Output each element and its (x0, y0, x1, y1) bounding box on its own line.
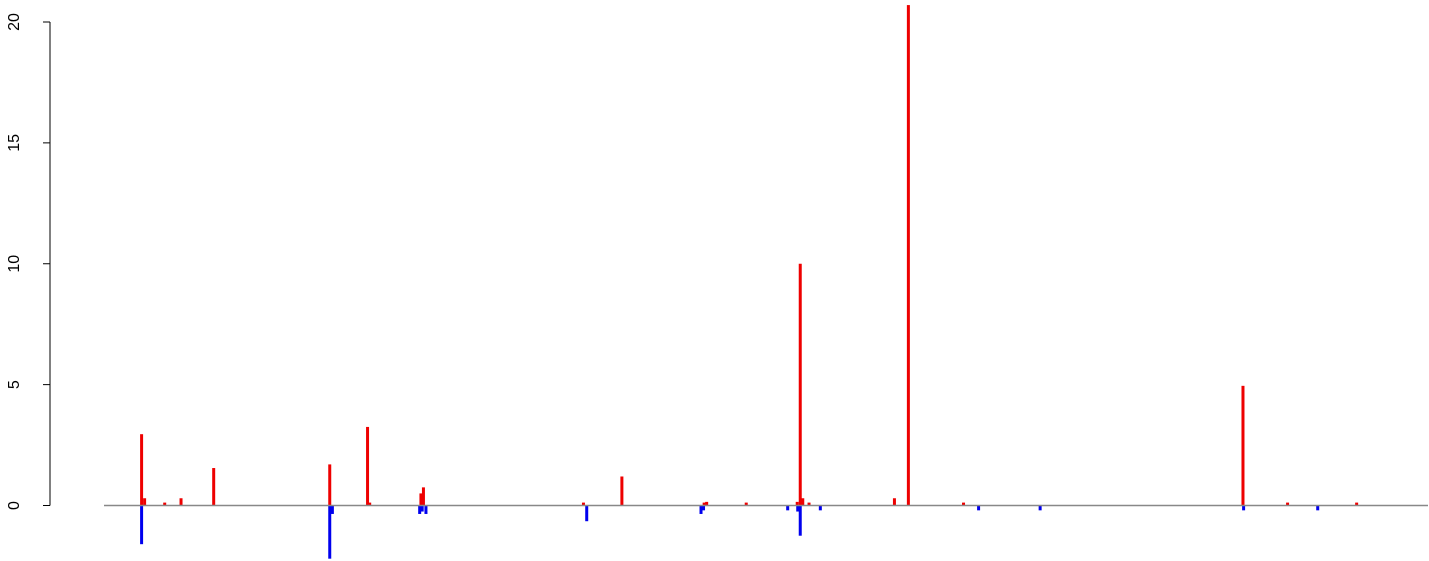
positive-bar (421, 487, 425, 506)
negative-bar (798, 505, 802, 536)
negative-bar (702, 505, 706, 511)
y-tick-label: 10 (6, 255, 23, 273)
negative-bar (1038, 505, 1042, 511)
positive-bar (419, 493, 423, 506)
positive-bar (163, 502, 167, 506)
negative-bar (328, 505, 332, 559)
negative-bar (818, 505, 822, 511)
y-tick-label: 0 (6, 501, 23, 510)
positive-bar (179, 498, 183, 506)
negative-bar (585, 505, 589, 522)
positive-bar (702, 502, 706, 506)
positive-bar (1241, 385, 1245, 506)
y-axis: 0 5 10 15 20 (6, 13, 51, 510)
positive-bar (795, 501, 799, 506)
positive-bar (143, 498, 147, 506)
positive-bar (368, 502, 372, 506)
positive-bar (366, 426, 370, 506)
positive-bar (807, 502, 811, 506)
chart-bars (140, 5, 1359, 559)
y-tick-label: 5 (6, 380, 23, 389)
negative-bar (140, 505, 144, 545)
negative-bar (330, 505, 334, 514)
positive-bar (962, 502, 966, 506)
positive-bar (798, 263, 802, 506)
negative-bar (418, 505, 422, 514)
y-tick-label: 15 (6, 134, 23, 152)
positive-bar (801, 498, 805, 506)
positive-bar (620, 476, 624, 506)
positive-bar (906, 5, 910, 506)
negative-bar (1242, 505, 1246, 511)
positive-bar (1286, 502, 1290, 506)
negative-bar (699, 505, 703, 514)
negative-bar (424, 505, 428, 514)
positive-bar (892, 498, 896, 506)
negative-bar (786, 505, 790, 511)
negative-bar (977, 505, 981, 511)
negative-bar (796, 505, 800, 512)
positive-bar (140, 434, 144, 506)
positive-bar (744, 502, 748, 506)
positive-bar (1355, 502, 1359, 506)
positive-bar (328, 464, 332, 506)
negative-bar (420, 505, 424, 512)
positive-bar (581, 502, 585, 506)
positive-bar (212, 468, 216, 506)
positive-bar (705, 501, 709, 506)
y-tick-label: 20 (6, 13, 23, 31)
negative-bar (1316, 505, 1320, 511)
